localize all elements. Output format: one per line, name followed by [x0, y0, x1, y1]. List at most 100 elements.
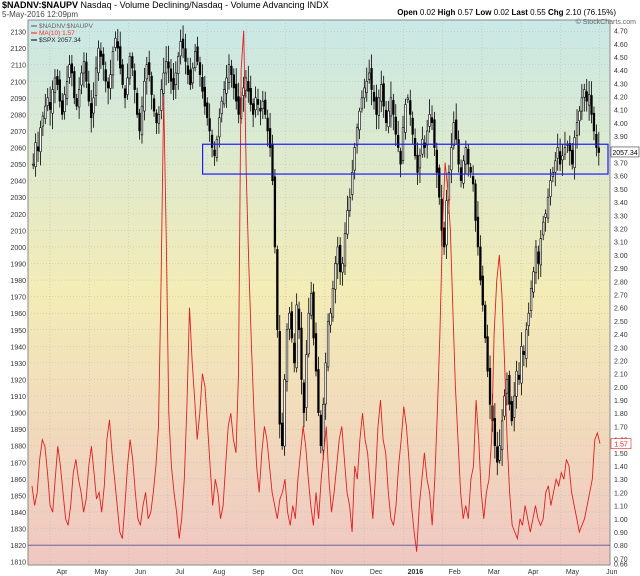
spx-candle-body — [189, 69, 192, 85]
spx-candle-body — [590, 95, 593, 115]
quote-label: Open — [397, 8, 420, 17]
spx-candle-body — [169, 68, 173, 82]
right-tick-label: 2.30 — [614, 345, 628, 352]
spx-candle-body — [232, 74, 235, 89]
spx-candle-body — [537, 251, 540, 264]
right-tick-label: 2.10 — [614, 372, 628, 379]
right-tick-label: 1.70 — [614, 424, 628, 431]
resistance-box — [202, 143, 609, 175]
right-tick-label: 3.70 — [614, 161, 628, 168]
spx-candle-body — [210, 134, 214, 148]
spx-candle-body — [592, 112, 596, 132]
spx-candle-body — [554, 160, 557, 173]
right-tick-label: 3.30 — [614, 213, 628, 220]
spx-candle-body — [394, 116, 397, 135]
spx-candle-body — [194, 51, 197, 69]
spx-candle-body — [471, 176, 475, 185]
chart-date: 5-May-2016 12:09pm — [2, 10, 79, 19]
spx-candle-body — [278, 330, 281, 425]
spx-candle-body — [198, 62, 202, 75]
spx-candle-body — [445, 200, 448, 246]
x-tick-label: Sep — [252, 569, 265, 576]
spx-candle-body — [164, 61, 168, 74]
spx-candle-body — [411, 117, 414, 135]
right-tick-label: 4.00 — [614, 121, 628, 128]
right-tick-label: 4.20 — [614, 95, 628, 102]
spx-candle-body — [595, 133, 598, 148]
spx-candle-body — [380, 84, 383, 102]
spx-candle-body — [295, 304, 298, 369]
x-tick-label: Feb — [449, 569, 461, 576]
spx-candle-body — [184, 48, 187, 62]
spx-candle-body — [235, 83, 238, 102]
right-tick-label: 1.40 — [614, 464, 628, 471]
spx-candle-body — [508, 375, 511, 405]
spx-candle-body — [389, 97, 393, 117]
spx-candle-body — [218, 117, 221, 138]
spx-candle-body — [433, 119, 436, 148]
spx-candle-body — [409, 100, 412, 115]
spx-candle-body — [273, 176, 277, 248]
spx-candle-body — [68, 64, 71, 78]
spx-candle-body — [261, 100, 264, 109]
spx-candle-body — [34, 142, 37, 167]
spx-candle-body — [244, 77, 248, 91]
spx-candle-body — [597, 147, 600, 153]
ma-line — [31, 30, 601, 552]
spx-candle-body — [558, 151, 562, 165]
spx-candle-body — [259, 107, 262, 112]
spx-value-badge — [610, 146, 640, 158]
spx-candle-body — [561, 155, 564, 161]
left-tick-label: 1900 — [10, 411, 26, 418]
right-tick-label: 1.30 — [614, 477, 628, 484]
spx-candle-body — [288, 312, 291, 330]
spx-candle-body — [571, 149, 574, 165]
spx-candle-body — [413, 138, 417, 157]
quote-value: 0.57 — [457, 8, 476, 17]
spx-candle-body — [310, 293, 313, 316]
right-tick-label: 2.60 — [614, 306, 628, 313]
spx-candle-body — [252, 103, 255, 115]
x-tick-label: Oct — [292, 569, 303, 576]
spx-value-badge-text: 2057.34 — [612, 150, 637, 157]
right-tick-label: 1.00 — [614, 517, 628, 524]
spx-candle-body — [363, 87, 366, 99]
ma-value-badge — [610, 438, 632, 449]
spx-candle-body — [293, 342, 296, 364]
spx-candle-body — [186, 65, 190, 75]
spx-candle-body — [264, 99, 267, 115]
plot-background — [27, 19, 611, 566]
right-tick-label: 3.10 — [614, 240, 628, 247]
spx-candle-body — [542, 221, 545, 236]
spx-candle-body — [447, 172, 451, 201]
annotations — [28, 143, 610, 546]
spx-candle-body — [539, 238, 542, 266]
spx-candle-body — [544, 213, 547, 218]
spx-candle-body — [421, 138, 424, 155]
spx-candle-body — [580, 97, 584, 112]
spx-candle-body — [556, 147, 559, 159]
spx-candle-body — [467, 148, 470, 165]
spx-candle-body — [469, 167, 472, 173]
spx-candle-body — [119, 46, 122, 69]
spx-candle-body — [174, 72, 177, 86]
right-tick-label: 2.90 — [614, 266, 628, 273]
left-tick-label: 1980 — [10, 278, 26, 285]
quote-value: 0.02 — [419, 8, 438, 17]
spx-candle-body — [397, 135, 400, 148]
spx-candle-body — [138, 112, 141, 132]
legend-entry: MA(10) 1.57 — [39, 30, 75, 37]
left-tick-label: 2040 — [10, 179, 26, 186]
ma-line-layer — [31, 30, 601, 552]
quote-label: Low — [475, 8, 494, 17]
spx-candle-body — [87, 83, 90, 102]
left-tick-label: 2100 — [10, 79, 26, 86]
spx-candle-body — [520, 346, 523, 384]
spx-candle-body — [515, 370, 518, 397]
x-tick-label: Mar — [488, 569, 501, 576]
spx-candle-body — [406, 97, 409, 100]
spx-candle-body — [549, 180, 552, 197]
spx-candle-body — [573, 137, 576, 168]
spx-candle-body — [227, 64, 231, 83]
spx-candle-body — [150, 75, 153, 95]
